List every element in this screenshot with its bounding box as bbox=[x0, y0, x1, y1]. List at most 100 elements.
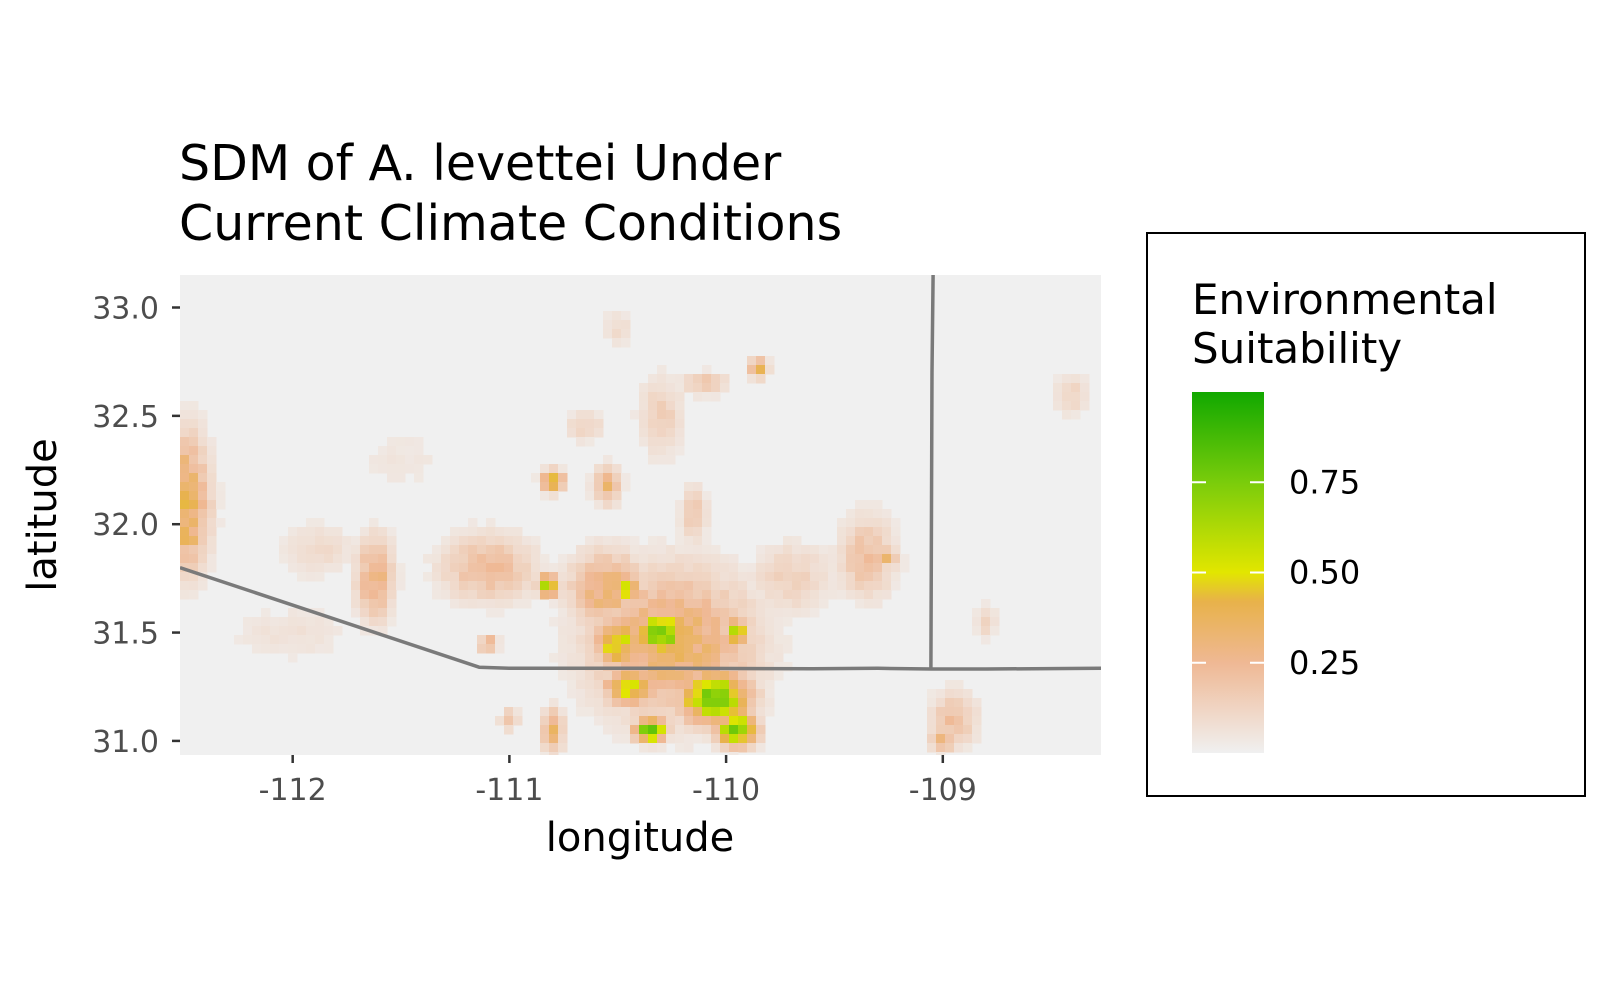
raster-cell bbox=[585, 644, 595, 654]
raster-cell bbox=[684, 653, 694, 663]
raster-cell bbox=[432, 572, 442, 582]
raster-cell bbox=[486, 536, 496, 546]
raster-cell bbox=[495, 554, 505, 564]
raster-cell bbox=[414, 455, 424, 465]
raster-cell bbox=[558, 635, 568, 645]
raster-cell bbox=[684, 725, 694, 735]
raster-cell bbox=[306, 545, 316, 555]
raster-cell bbox=[711, 383, 721, 393]
raster-cell bbox=[801, 563, 811, 573]
raster-cell bbox=[558, 563, 568, 573]
raster-cell bbox=[711, 563, 721, 573]
raster-cell bbox=[207, 473, 217, 483]
raster-cell bbox=[729, 581, 739, 591]
raster-cell bbox=[1080, 401, 1090, 411]
raster-cell bbox=[864, 545, 874, 555]
raster-cell bbox=[558, 743, 568, 753]
raster-cell bbox=[378, 545, 388, 555]
raster-cell bbox=[567, 419, 577, 429]
raster-cell bbox=[180, 509, 190, 519]
raster-cell bbox=[198, 527, 208, 537]
raster-cell bbox=[639, 581, 649, 591]
raster-cell bbox=[297, 644, 307, 654]
raster-cell bbox=[540, 554, 550, 564]
raster-cell bbox=[603, 473, 613, 483]
raster-cell bbox=[180, 590, 190, 600]
raster-cell bbox=[585, 563, 595, 573]
raster-cell bbox=[558, 734, 568, 744]
raster-cell bbox=[873, 536, 883, 546]
raster-cell bbox=[621, 473, 631, 483]
raster-cell bbox=[351, 599, 361, 609]
raster-cell bbox=[657, 599, 667, 609]
raster-cell bbox=[666, 680, 676, 690]
raster-cell bbox=[333, 626, 343, 636]
raster-cell bbox=[180, 401, 190, 411]
raster-cell bbox=[531, 590, 541, 600]
raster-cell bbox=[504, 563, 514, 573]
raster-cell bbox=[846, 536, 856, 546]
raster-cell bbox=[198, 500, 208, 510]
raster-cell bbox=[180, 446, 190, 456]
raster-cell bbox=[540, 473, 550, 483]
raster-cell bbox=[684, 482, 694, 492]
raster-cell bbox=[684, 689, 694, 699]
raster-cell bbox=[819, 581, 829, 591]
raster-cell bbox=[585, 473, 595, 483]
raster-cell bbox=[288, 563, 298, 573]
raster-cell bbox=[936, 698, 946, 708]
raster-cell bbox=[558, 716, 568, 726]
raster-cell bbox=[594, 590, 604, 600]
raster-cell bbox=[558, 617, 568, 627]
raster-cell bbox=[765, 662, 775, 672]
raster-cell bbox=[198, 455, 208, 465]
raster-cell bbox=[594, 716, 604, 726]
raster-cell bbox=[585, 608, 595, 618]
raster-cell bbox=[576, 608, 586, 618]
raster-cell bbox=[639, 671, 649, 681]
raster-cell bbox=[675, 689, 685, 699]
raster-cell bbox=[666, 617, 676, 627]
raster-cell bbox=[855, 572, 865, 582]
raster-cell bbox=[189, 464, 199, 474]
raster-cell bbox=[387, 536, 397, 546]
raster-cell bbox=[711, 545, 721, 555]
raster-cell bbox=[675, 500, 685, 510]
raster-cell bbox=[594, 689, 604, 699]
raster-cell bbox=[756, 743, 766, 753]
raster-cell bbox=[405, 437, 415, 447]
raster-cell bbox=[630, 653, 640, 663]
raster-cell bbox=[783, 581, 793, 591]
raster-cell bbox=[603, 311, 613, 321]
raster-cell bbox=[657, 437, 667, 447]
raster-cell bbox=[585, 599, 595, 609]
raster-cell bbox=[702, 491, 712, 501]
raster-cell bbox=[774, 617, 784, 627]
raster-cell bbox=[549, 698, 559, 708]
raster-cell bbox=[648, 635, 658, 645]
raster-cell bbox=[306, 644, 316, 654]
raster-cell bbox=[567, 410, 577, 420]
raster-cell bbox=[819, 599, 829, 609]
raster-cell bbox=[486, 554, 496, 564]
raster-cell bbox=[720, 626, 730, 636]
raster-cell bbox=[369, 581, 379, 591]
raster-cell bbox=[729, 698, 739, 708]
raster-cell bbox=[540, 572, 550, 582]
raster-cell bbox=[693, 536, 703, 546]
raster-cell bbox=[666, 689, 676, 699]
raster-cell bbox=[783, 644, 793, 654]
raster-cell bbox=[468, 536, 478, 546]
raster-cell bbox=[963, 698, 973, 708]
raster-cell bbox=[486, 563, 496, 573]
raster-cell bbox=[504, 725, 514, 735]
raster-cell bbox=[585, 437, 595, 447]
raster-cell bbox=[936, 752, 946, 755]
raster-cell bbox=[477, 590, 487, 600]
raster-cell bbox=[495, 608, 505, 618]
raster-cell bbox=[540, 464, 550, 474]
raster-cell bbox=[720, 554, 730, 564]
raster-cell bbox=[387, 446, 397, 456]
raster-cell bbox=[657, 446, 667, 456]
raster-cell bbox=[657, 653, 667, 663]
